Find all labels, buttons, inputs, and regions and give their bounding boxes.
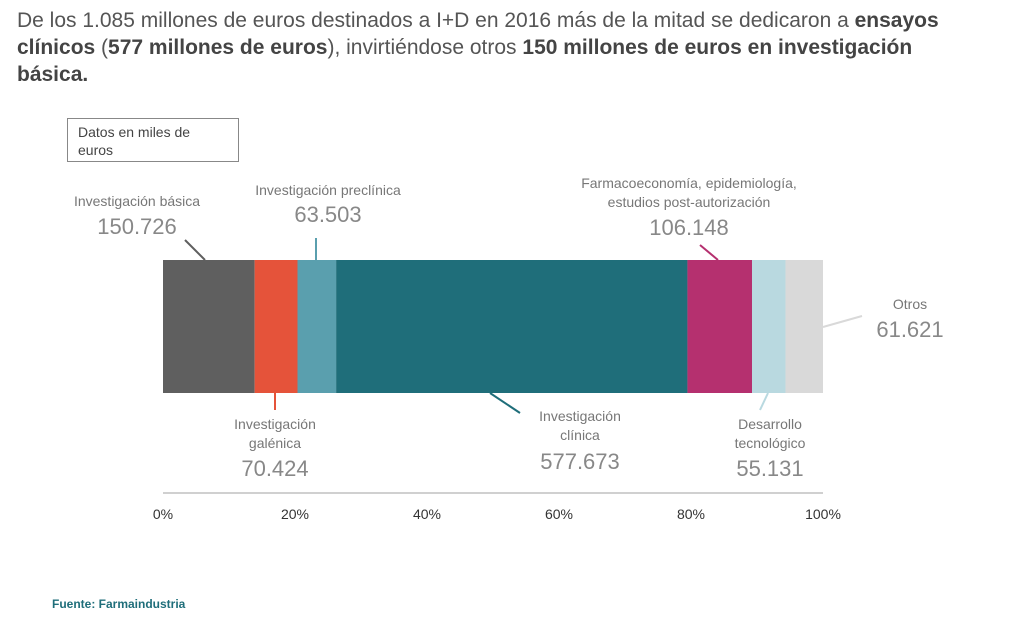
value-label: 55.131 [736,456,804,481]
segment-name: Otros [892,296,928,312]
segment-name: Investigación básica [73,193,201,209]
x-tick-label: 0% [152,506,174,522]
title-part: ( [95,36,109,59]
source: Fuente: Farmaindustria [52,597,186,611]
segment-name: Desarrollo tecnológico [734,416,806,451]
segment-name: Farmacoeconomía, epidemiología, estudios… [581,175,797,210]
x-tick-label: 80% [676,506,706,522]
title-part: ), invirtiéndose otros [327,36,523,59]
segment-name: Investigación clínica [539,408,621,443]
value-label: 61.621 [876,317,944,342]
note: Datos en miles de euros [67,118,239,162]
title-part: 577 millones de euros [108,36,328,59]
x-tick-label: 60% [544,506,574,522]
leader-line [184,239,206,261]
value-label: 577.673 [540,449,620,474]
bar-segment [751,260,786,393]
x-tick-label: 100% [805,506,841,522]
value-label: 70.424 [241,456,309,481]
bar-segment [336,260,688,393]
segment-name: Investigación galénica [234,416,316,451]
value-label: 150.726 [97,214,177,239]
bar-segment [297,260,337,393]
bar-segment [687,260,752,393]
x-tick-label: 40% [412,506,442,522]
title-part: 150 millones de euros en investigación b… [17,36,913,86]
title-part: ensayos clínicos [17,9,939,59]
leader-line [699,244,719,261]
x-tick-label: 20% [280,506,310,522]
chart-title: De los 1.085 millones de euros destinado… [17,7,977,88]
leader-line [489,392,521,414]
segment-name: Investigación preclínica [255,182,401,198]
leader-line [759,392,769,411]
leader-line [822,315,863,328]
value-label: 106.148 [649,215,729,240]
value-label: 63.503 [294,202,362,227]
title-part: De los 1.085 millones de euros destinado… [17,9,855,32]
bar-segment [254,260,298,393]
bar-segment [163,260,255,393]
bar-segment [785,260,823,393]
